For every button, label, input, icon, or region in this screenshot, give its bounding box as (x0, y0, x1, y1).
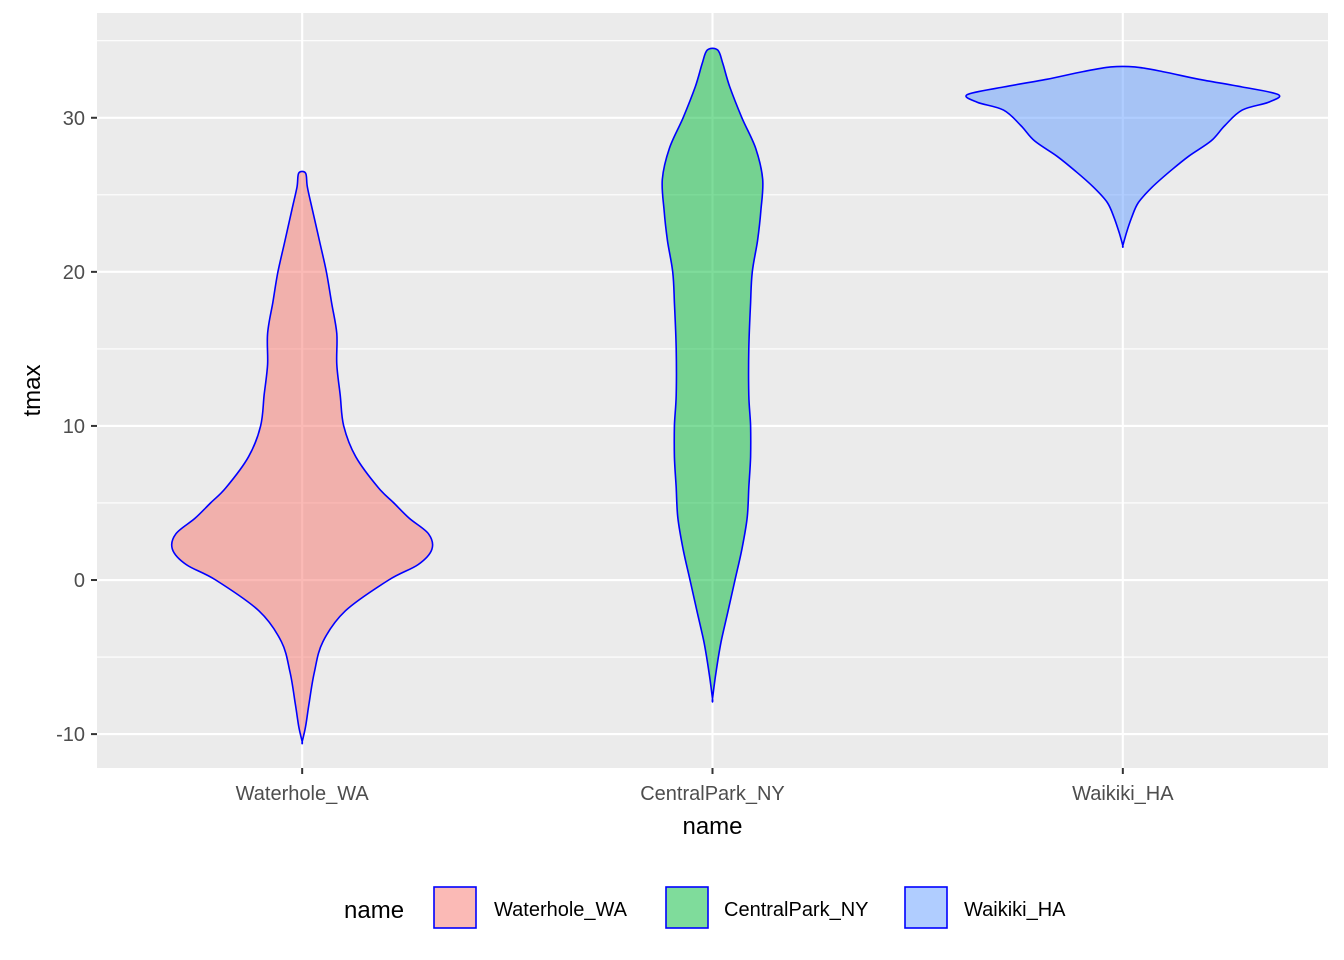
y-tick-label: -10 (56, 724, 85, 746)
legend-label: Waikiki_HA (964, 899, 1066, 921)
legend-label: Waterhole_WA (494, 899, 628, 921)
legend-title: name (344, 897, 404, 924)
y-axis: -10 0 10 20 30 (56, 108, 97, 746)
violin-centralpark-ny (661, 47, 764, 703)
legend-key-centralpark-ny (665, 886, 709, 929)
legend-key-waterhole-wa (433, 886, 477, 929)
x-tick-label: Waikiki_HA (1072, 783, 1174, 805)
y-tick-label: 10 (63, 416, 85, 438)
y-tick-label: 30 (63, 108, 85, 130)
x-tick-label: Waterhole_WA (236, 783, 370, 805)
x-tick-label: CentralPark_NY (640, 783, 785, 805)
violin-waikiki-ha (965, 65, 1281, 248)
violin-waterhole-wa (170, 170, 434, 745)
x-axis-title: name (682, 813, 742, 840)
legend-key-waikiki-ha (904, 886, 948, 929)
y-tick-label: 0 (74, 570, 85, 592)
legend-label: CentralPark_NY (724, 899, 869, 921)
y-tick-label: 20 (63, 262, 85, 284)
legend: name Waterhole_WA CentralPark_NY Waikiki_H… (344, 886, 1066, 929)
x-axis: Waterhole_WA CentralPark_NY Waikiki_HA (236, 768, 1174, 805)
y-axis-title: tmax (19, 364, 46, 416)
violins (170, 47, 1281, 745)
